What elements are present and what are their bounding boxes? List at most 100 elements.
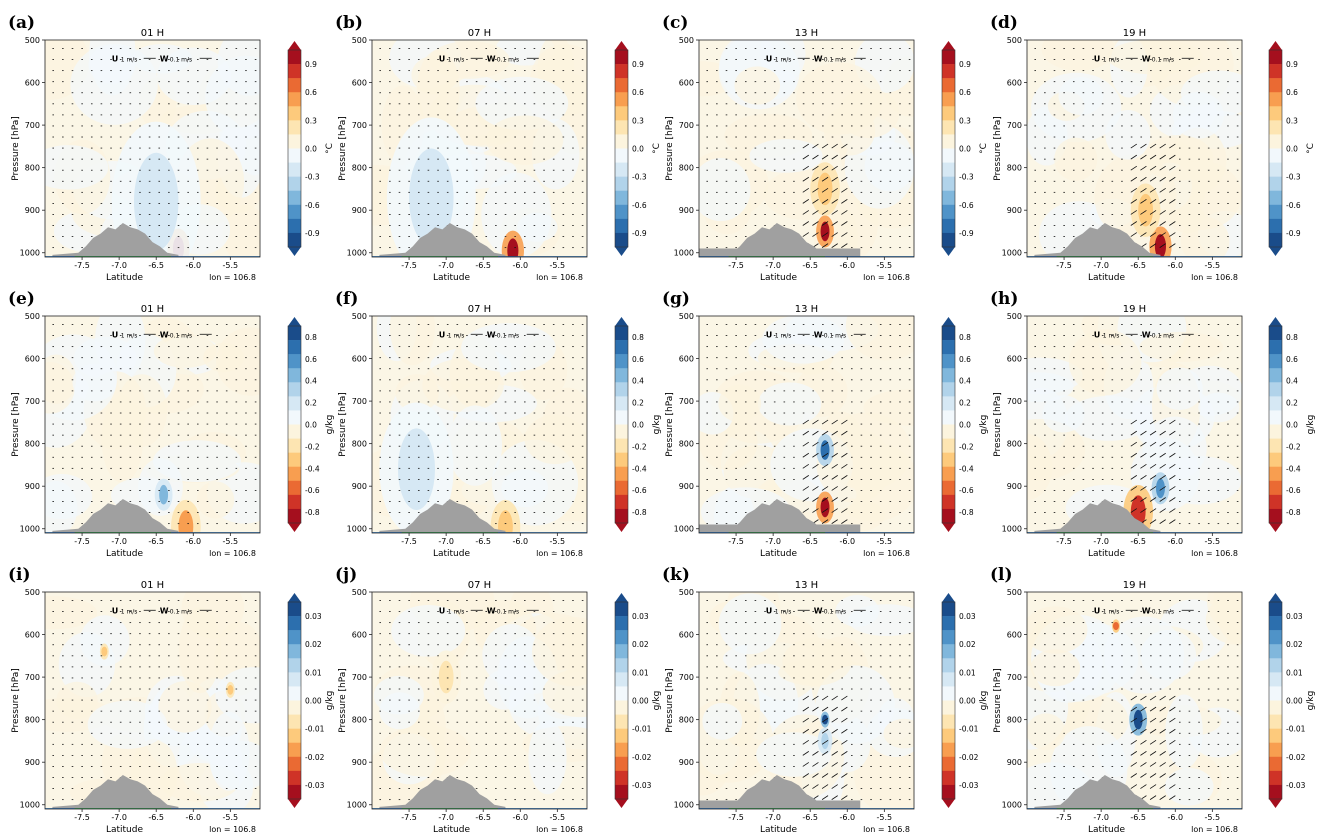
colorbar-tick-label: 0.3 xyxy=(632,116,644,125)
x-tick-label: -6.5 xyxy=(475,261,491,270)
y-tick-label: 800 xyxy=(679,164,694,173)
wind-arrow xyxy=(802,497,810,502)
colorbar-segment xyxy=(1269,64,1282,79)
wind-arrow xyxy=(1159,452,1166,458)
y-tick-label: 600 xyxy=(25,631,40,640)
wind-arrow xyxy=(831,519,838,524)
wind-arrow xyxy=(831,154,838,160)
terrain xyxy=(1034,222,1161,257)
wind-arrow xyxy=(1130,463,1138,469)
wind-arrow xyxy=(1169,154,1176,160)
field-patch xyxy=(864,141,914,192)
wind-arrow xyxy=(831,441,838,447)
colorbar-segment xyxy=(1269,354,1282,369)
field-patch xyxy=(1042,395,1085,433)
x-tick-label: -7.0 xyxy=(1093,261,1109,270)
colorbar-segment xyxy=(288,438,301,453)
colorbar-segment xyxy=(1269,466,1282,482)
wind-arrow xyxy=(831,143,838,149)
wind-arrow xyxy=(812,221,819,226)
anomaly-field xyxy=(372,316,587,533)
wind-arrow xyxy=(1140,475,1147,480)
colorbar-tick-label: 0.0 xyxy=(305,145,317,154)
wind-arrow xyxy=(1159,419,1166,425)
wind-arrow xyxy=(831,419,838,425)
colorbar-segment xyxy=(1269,382,1282,397)
wind-arrow xyxy=(1169,508,1176,513)
wind-arrow xyxy=(1159,199,1166,204)
colorbar-tick-label: -0.2 xyxy=(305,442,320,451)
colorbar-segment xyxy=(942,106,955,121)
colorbar-tick-label: 0.6 xyxy=(632,88,644,97)
plot-frame xyxy=(44,39,261,258)
colorbar-segment xyxy=(288,466,301,482)
colorbar-tick-label: -0.9 xyxy=(959,229,974,238)
colorbar-segment xyxy=(942,494,955,510)
colorbar-tick-label: -0.9 xyxy=(632,229,647,238)
colorbar-tick-label: -0.3 xyxy=(305,173,320,182)
wind-arrow xyxy=(1149,463,1157,469)
wind-arrow xyxy=(1169,486,1176,491)
wind-arrow xyxy=(802,430,810,436)
colorbar-segment xyxy=(942,466,955,482)
colorbar-segment xyxy=(942,92,955,107)
terrain xyxy=(379,222,506,257)
w-legend-label: W xyxy=(814,54,823,63)
x-tick-label: -5.5 xyxy=(550,537,566,546)
colorbar-extend-bottom xyxy=(1269,247,1282,256)
x-tick-label: -5.5 xyxy=(223,261,239,270)
wind-arrow xyxy=(1169,463,1176,469)
y-tick-label: 800 xyxy=(1007,440,1022,449)
wind-vectors xyxy=(1034,324,1239,525)
field-patch xyxy=(1139,331,1223,362)
colorbar-extend-bottom xyxy=(1269,523,1282,532)
wind-arrow xyxy=(802,452,810,458)
longitude-note: lon = 106.8 xyxy=(1191,549,1238,558)
colorbar-segment xyxy=(288,396,301,411)
field-patch xyxy=(1198,392,1240,423)
colorbar-segment xyxy=(615,64,628,79)
wind-arrow xyxy=(1140,143,1147,149)
wind-arrow xyxy=(1140,176,1147,182)
colorbar-segment xyxy=(288,424,301,439)
field-patch xyxy=(395,374,439,412)
plot-frame xyxy=(1026,315,1243,534)
colorbar-segment xyxy=(288,148,301,163)
colorbar-segment xyxy=(288,92,301,107)
x-tick-label: -7.5 xyxy=(401,537,417,546)
colorbar: 0.8 0.6 0.4 0.2 0.0 -0.2 -0.4 -0.6 -0.8 g/kg xyxy=(287,317,335,532)
colorbar-segment xyxy=(288,784,301,800)
anomaly-field xyxy=(45,40,260,257)
wind-arrow xyxy=(841,165,848,171)
wind-arrow xyxy=(1169,187,1176,193)
terrain xyxy=(52,498,179,533)
wind-arrow xyxy=(802,143,810,149)
colorbar-segment xyxy=(288,232,301,248)
terrain xyxy=(1034,498,1161,533)
terrain xyxy=(52,774,179,809)
y-tick-label: 1000 xyxy=(20,525,40,534)
colorbar-segment xyxy=(615,204,628,220)
x-tick-label: -6.5 xyxy=(1130,261,1146,270)
y-tick-label: 500 xyxy=(25,312,40,321)
u-legend-label: U xyxy=(1094,330,1101,339)
w-legend-label: W xyxy=(160,330,169,339)
field-patch xyxy=(1105,109,1151,160)
wind-arrow xyxy=(831,430,838,436)
wind-arrow xyxy=(1169,199,1176,204)
colorbar-extend-bottom xyxy=(288,799,301,808)
colorbar-tick-label: -0.6 xyxy=(305,486,320,495)
colorbar-segment xyxy=(615,340,628,355)
y-axis-label: Pressure [hPa] xyxy=(993,392,1003,457)
colorbar-tick-label: 0.2 xyxy=(1286,399,1298,408)
panel-label: (a) xyxy=(8,13,35,33)
colorbar-segment xyxy=(288,368,301,383)
field-patch xyxy=(45,481,78,533)
colorbar-segment xyxy=(615,368,628,383)
x-tick-label: -7.0 xyxy=(765,261,781,270)
field-patch xyxy=(448,405,503,486)
colorbar-segment xyxy=(288,658,301,673)
colorbar-segment xyxy=(615,120,628,135)
plot-frame xyxy=(371,39,588,258)
